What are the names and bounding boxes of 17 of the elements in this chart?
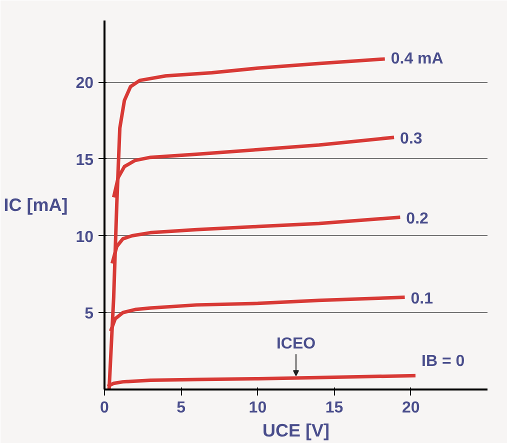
series-label: 0.2 xyxy=(406,210,429,228)
x-tick-label: 10 xyxy=(248,400,267,416)
y-axis-title: IC [mA] xyxy=(4,195,68,215)
x-tick-label: 15 xyxy=(325,400,344,416)
y-tick-label: 10 xyxy=(76,228,94,246)
annotation: ICEO xyxy=(276,336,316,353)
y-tick-label: 5 xyxy=(84,306,94,323)
y-tick-label: 15 xyxy=(76,152,94,169)
series-label: 0.3 xyxy=(400,130,422,148)
x-axis-title: UCE [V] xyxy=(262,420,330,440)
series-label: 0.1 xyxy=(410,290,434,308)
series-label: IB = 0 xyxy=(421,353,465,370)
x-tick-label: 5 xyxy=(176,400,186,416)
y-tick-label: 20 xyxy=(76,75,94,92)
series-label: 0.4 mA xyxy=(390,50,444,68)
x-tick-label: 20 xyxy=(402,400,420,416)
x-tick-label: 0 xyxy=(100,400,110,416)
